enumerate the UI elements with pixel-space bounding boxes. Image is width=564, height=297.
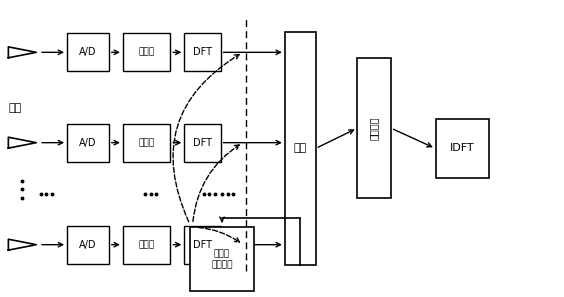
Text: 天线: 天线	[8, 103, 21, 113]
Text: 真延时
权重因子: 真延时 权重因子	[211, 249, 233, 269]
Text: DFT: DFT	[193, 240, 212, 250]
FancyBboxPatch shape	[67, 33, 109, 71]
Text: A/D: A/D	[79, 47, 96, 57]
Text: DFT: DFT	[193, 47, 212, 57]
FancyBboxPatch shape	[123, 124, 170, 162]
Text: 重采样: 重采样	[139, 240, 155, 249]
FancyBboxPatch shape	[123, 33, 170, 71]
Text: 定向滤波: 定向滤波	[369, 116, 379, 140]
Text: IDFT: IDFT	[450, 143, 474, 154]
Text: DFT: DFT	[193, 138, 212, 148]
Text: 重采样: 重采样	[139, 138, 155, 147]
FancyBboxPatch shape	[358, 58, 391, 198]
FancyBboxPatch shape	[435, 119, 488, 178]
FancyBboxPatch shape	[285, 32, 315, 265]
FancyBboxPatch shape	[184, 226, 221, 264]
Text: 求和: 求和	[293, 143, 307, 154]
FancyBboxPatch shape	[184, 124, 221, 162]
FancyBboxPatch shape	[67, 124, 109, 162]
Text: 重采样: 重采样	[139, 48, 155, 57]
Text: A/D: A/D	[79, 240, 96, 250]
Text: A/D: A/D	[79, 138, 96, 148]
FancyBboxPatch shape	[190, 227, 254, 291]
FancyBboxPatch shape	[67, 226, 109, 264]
FancyBboxPatch shape	[184, 33, 221, 71]
FancyBboxPatch shape	[123, 226, 170, 264]
